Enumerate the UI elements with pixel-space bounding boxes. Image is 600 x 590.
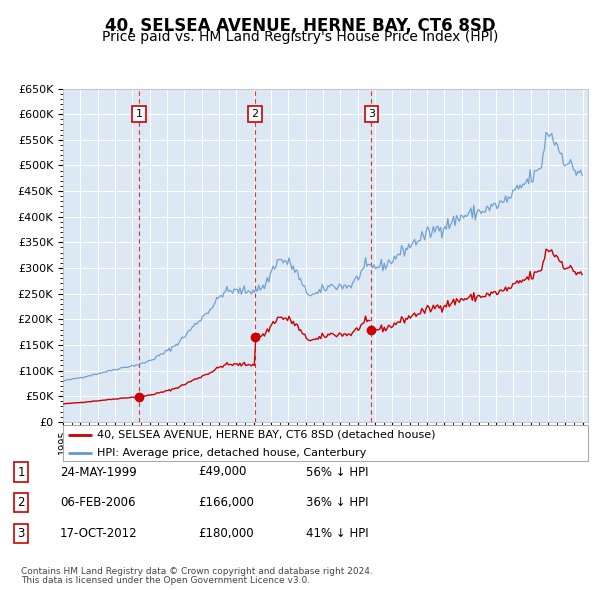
Text: Price paid vs. HM Land Registry's House Price Index (HPI): Price paid vs. HM Land Registry's House … xyxy=(102,30,498,44)
Text: 40, SELSEA AVENUE, HERNE BAY, CT6 8SD (detached house): 40, SELSEA AVENUE, HERNE BAY, CT6 8SD (d… xyxy=(97,430,436,440)
Text: 36% ↓ HPI: 36% ↓ HPI xyxy=(306,496,368,509)
Text: 41% ↓ HPI: 41% ↓ HPI xyxy=(306,527,368,540)
Text: £49,000: £49,000 xyxy=(198,466,247,478)
Text: £180,000: £180,000 xyxy=(198,527,254,540)
Text: 17-OCT-2012: 17-OCT-2012 xyxy=(60,527,137,540)
Text: 06-FEB-2006: 06-FEB-2006 xyxy=(60,496,136,509)
Text: 40, SELSEA AVENUE, HERNE BAY, CT6 8SD: 40, SELSEA AVENUE, HERNE BAY, CT6 8SD xyxy=(104,17,496,35)
Text: £166,000: £166,000 xyxy=(198,496,254,509)
Text: Contains HM Land Registry data © Crown copyright and database right 2024.: Contains HM Land Registry data © Crown c… xyxy=(21,566,373,576)
Text: 24-MAY-1999: 24-MAY-1999 xyxy=(60,466,137,478)
Text: 1: 1 xyxy=(136,109,142,119)
Text: HPI: Average price, detached house, Canterbury: HPI: Average price, detached house, Cant… xyxy=(97,448,367,458)
Text: 3: 3 xyxy=(368,109,375,119)
Text: 3: 3 xyxy=(17,527,25,540)
Text: 56% ↓ HPI: 56% ↓ HPI xyxy=(306,466,368,478)
Text: 1: 1 xyxy=(17,466,25,478)
Text: 2: 2 xyxy=(17,496,25,509)
Text: 2: 2 xyxy=(251,109,259,119)
FancyBboxPatch shape xyxy=(63,425,588,461)
Text: This data is licensed under the Open Government Licence v3.0.: This data is licensed under the Open Gov… xyxy=(21,576,310,585)
